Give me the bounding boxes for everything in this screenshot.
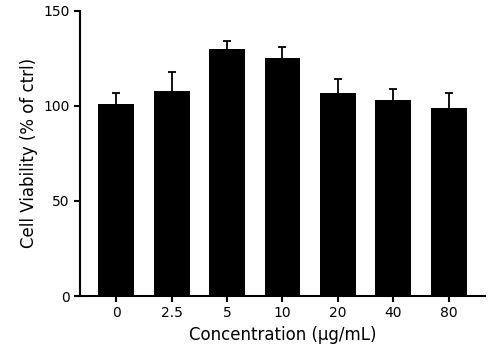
Y-axis label: Cell Viability (% of ctrl): Cell Viability (% of ctrl) [20, 58, 38, 248]
Bar [264, 58, 300, 296]
Bar [375, 100, 411, 296]
Bar [430, 108, 466, 296]
Bar [98, 104, 134, 296]
Bar [320, 92, 356, 296]
X-axis label: Concentration (μg/mL): Concentration (μg/mL) [189, 326, 376, 344]
Bar [209, 49, 245, 296]
Bar [154, 91, 190, 296]
